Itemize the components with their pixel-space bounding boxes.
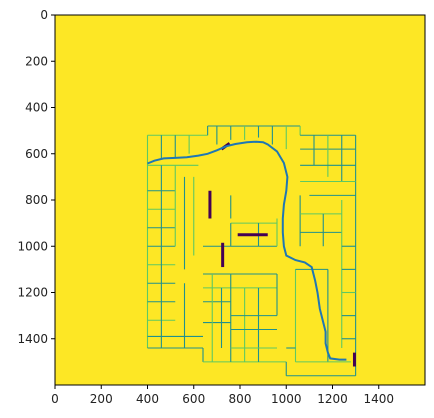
- robot-path-line: [147, 140, 347, 361]
- x-tick-label: 1000: [271, 392, 302, 406]
- x-tick-label: 0: [51, 392, 59, 406]
- y-tick-label: 1200: [17, 286, 48, 300]
- x-tick-label: 200: [90, 392, 113, 406]
- y-tick-label: 600: [25, 147, 48, 161]
- x-tick-label: 600: [182, 392, 205, 406]
- y-axis: 0 200 400 600 800 1000 1200 1400: [17, 8, 55, 346]
- x-tick-label: 400: [136, 392, 159, 406]
- x-axis: 0 200 400 600 800 1000 1200 1400: [51, 385, 394, 406]
- floorplan-walls: [146, 125, 357, 377]
- y-tick-label: 1000: [17, 239, 48, 253]
- x-tick-label: 1200: [317, 392, 348, 406]
- y-tick-label: 0: [40, 8, 48, 22]
- y-tick-label: 400: [25, 101, 48, 115]
- x-tick-label: 1400: [363, 392, 394, 406]
- map-plot-area: [54, 14, 426, 386]
- y-tick-label: 200: [25, 54, 48, 68]
- x-tick-label: 800: [229, 392, 252, 406]
- y-tick-label: 1400: [17, 332, 48, 346]
- y-tick-label: 800: [25, 193, 48, 207]
- map-background: [55, 15, 425, 385]
